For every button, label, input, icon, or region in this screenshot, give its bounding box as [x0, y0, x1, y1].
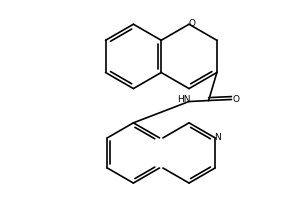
Text: O: O	[188, 19, 195, 28]
Text: N: N	[214, 133, 221, 142]
Text: O: O	[232, 95, 239, 104]
Text: HN: HN	[177, 95, 190, 104]
